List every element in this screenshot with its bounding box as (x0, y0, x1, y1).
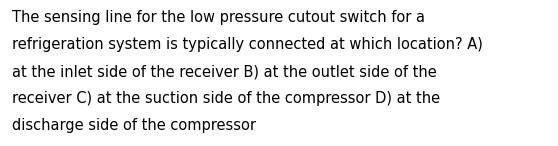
Text: receiver C) at the suction side of the compressor D) at the: receiver C) at the suction side of the c… (12, 91, 440, 106)
Text: discharge side of the compressor: discharge side of the compressor (12, 118, 256, 133)
Text: refrigeration system is typically connected at which location? A): refrigeration system is typically connec… (12, 37, 483, 52)
Text: at the inlet side of the receiver B) at the outlet side of the: at the inlet side of the receiver B) at … (12, 64, 437, 79)
Text: The sensing line for the low pressure cutout switch for a: The sensing line for the low pressure cu… (12, 10, 425, 25)
